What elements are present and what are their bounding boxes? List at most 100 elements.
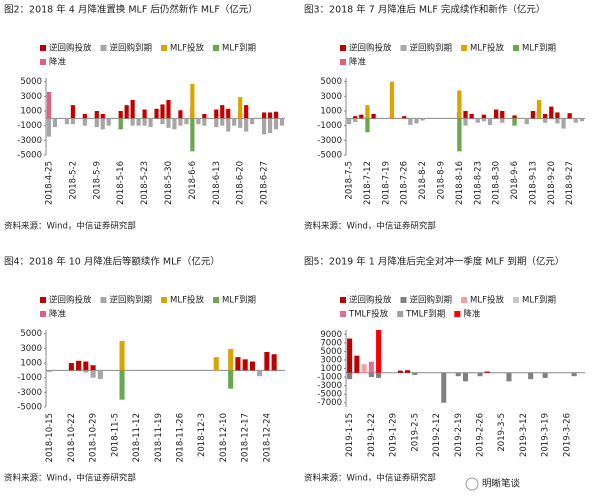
y-tick-label: -1000 [317, 121, 342, 131]
bar [365, 105, 370, 119]
legend-swatch [40, 311, 46, 317]
legend-label: 逆回购到期 [410, 43, 453, 54]
bar [414, 118, 419, 124]
legend-swatch [397, 311, 404, 317]
x-tick-label: 2019-2-5 [410, 413, 420, 452]
legend-swatch [513, 297, 519, 303]
bar [166, 118, 171, 128]
bar [119, 370, 125, 400]
legend-label: 逆回购到期 [410, 295, 453, 306]
bar [214, 109, 219, 119]
x-tick-label: 2019-3-12 [519, 413, 529, 457]
x-tick-label: 2018-7-26 [400, 161, 410, 205]
bar [441, 372, 447, 403]
legend-swatch [400, 45, 407, 51]
legend-swatch [454, 311, 461, 317]
source-note: 资料来源：Wind，中信证券研究部 [304, 221, 436, 232]
bar [264, 352, 270, 371]
bar [202, 113, 207, 119]
x-tick-label: 2018-8-9 [436, 161, 446, 200]
y-tick-label: 5000 [20, 329, 42, 339]
source-note: 资料来源：Wind，中信证券研究部 [304, 473, 436, 484]
bar [261, 112, 267, 119]
bar [273, 111, 279, 119]
legend-swatch [340, 297, 346, 303]
y-tick-label: -7000 [317, 398, 342, 408]
x-tick-label: 2019-3-26 [562, 413, 572, 457]
chart-title: 图3：2018 年 7 月降准后 MLF 完成续作和新作（亿元） [304, 4, 545, 16]
bar [477, 372, 483, 377]
bar [172, 118, 177, 130]
bar [68, 363, 74, 371]
legend-item: MLF到期 [213, 296, 256, 306]
bar [267, 112, 273, 119]
legend-item: 逆回购到期 [100, 295, 152, 306]
bar [214, 118, 219, 128]
bar [235, 357, 241, 371]
bar [267, 118, 273, 133]
bar [130, 100, 135, 119]
bar [273, 118, 279, 130]
legend-swatch [340, 59, 346, 65]
bar [463, 118, 468, 126]
y-tick-label: 5000 [320, 347, 342, 357]
bar [118, 111, 123, 119]
y-tick-label: 5000 [320, 77, 342, 87]
bar [481, 118, 487, 122]
bar [524, 118, 529, 125]
legend-swatch [461, 297, 468, 303]
bar [493, 109, 499, 119]
legend-item: 逆回购到期 [400, 295, 453, 306]
bar [178, 110, 183, 119]
bar [561, 118, 566, 129]
bar [389, 81, 395, 119]
y-tick-label: -1000 [317, 373, 342, 383]
bar [500, 111, 505, 119]
x-tick-label: 2018-6-13 [212, 161, 222, 205]
bar [82, 113, 87, 119]
bar [90, 365, 96, 371]
x-tick-label: 2018-5-23 [140, 161, 150, 205]
bar [46, 91, 52, 119]
legend-item: 逆回购到期 [100, 43, 152, 54]
legend-item: 降准 [454, 309, 481, 320]
y-tick-label: -3000 [17, 388, 42, 398]
legend-item: 降准 [40, 309, 67, 320]
x-tick-label: 2019-2-12 [432, 413, 442, 457]
bar [481, 114, 487, 119]
bar [368, 372, 374, 378]
y-tick-label: -1000 [17, 121, 42, 131]
x-tick-label: 2018-9-13 [528, 161, 538, 205]
bar [238, 118, 243, 128]
bar [52, 118, 58, 128]
bar [347, 338, 353, 373]
bar [353, 118, 358, 122]
x-tick-label: 2019-3-5 [497, 413, 507, 452]
bar [242, 359, 248, 371]
bar [220, 118, 225, 126]
y-tick-label: -3000 [317, 381, 342, 391]
legend-swatch [461, 45, 468, 51]
legend-swatch [213, 45, 219, 51]
bar [397, 370, 403, 373]
y-tick-label: -5000 [17, 151, 42, 161]
legend-swatch [400, 297, 407, 303]
y-tick-label: 7000 [320, 338, 342, 348]
x-tick-label: 2018-12-3 [197, 413, 207, 457]
legend-item: 逆回购投放 [340, 43, 392, 54]
bar [190, 118, 195, 152]
bar [549, 106, 554, 119]
chart-title: 图2：2018 年 4 月降准置换 MLF 后仍然新作 MLF（亿元） [4, 4, 258, 16]
bar [202, 118, 207, 126]
y-tick-label: 3000 [20, 344, 42, 354]
x-tick-label: 2018-9-20 [547, 161, 557, 205]
bar [376, 330, 382, 373]
bar [346, 118, 352, 125]
x-tick-label: 2019-2-19 [454, 413, 464, 457]
bar [555, 112, 560, 119]
bar [100, 118, 105, 130]
bar [354, 355, 360, 373]
y-tick-label: -1000 [17, 373, 42, 383]
bar [226, 108, 231, 119]
x-tick-label: 2018-8-16 [455, 161, 465, 205]
